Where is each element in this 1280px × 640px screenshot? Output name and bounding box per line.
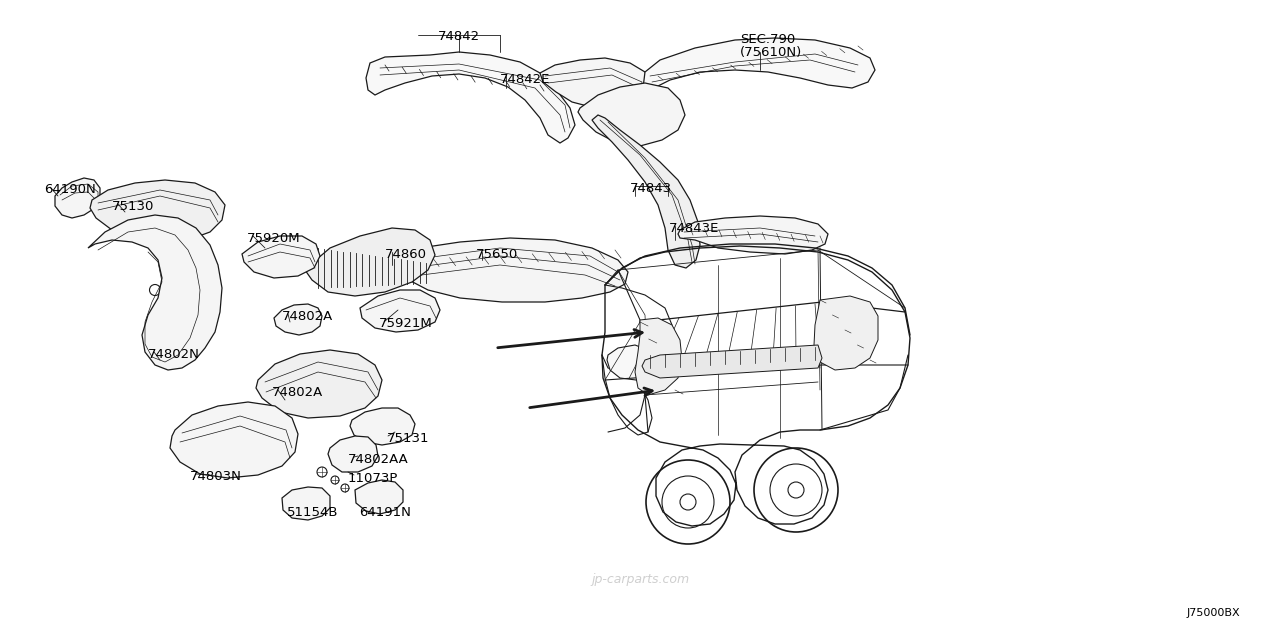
Text: 64190N: 64190N [44,183,96,196]
Text: 74842E: 74842E [500,73,550,86]
Text: 74802AA: 74802AA [348,453,408,466]
Polygon shape [366,52,575,143]
Polygon shape [170,402,298,478]
Polygon shape [360,290,440,332]
Polygon shape [643,345,822,378]
Polygon shape [242,236,320,278]
Text: 74860: 74860 [385,248,428,261]
Text: 74802A: 74802A [273,386,324,399]
Text: 74842: 74842 [438,30,480,43]
Text: 64191N: 64191N [358,506,411,519]
Polygon shape [274,304,323,335]
Polygon shape [90,180,225,243]
Polygon shape [635,318,682,395]
Polygon shape [814,296,878,370]
Polygon shape [328,436,378,472]
Polygon shape [593,115,700,268]
Text: 74802A: 74802A [282,310,333,323]
Polygon shape [88,215,221,370]
Text: 74843E: 74843E [669,222,719,235]
Polygon shape [305,228,435,296]
Text: 75921M: 75921M [379,317,433,330]
Text: SEC.790: SEC.790 [740,33,795,46]
Polygon shape [355,480,403,514]
Text: 75131: 75131 [387,432,430,445]
Text: 75920M: 75920M [247,232,301,245]
Polygon shape [349,408,415,445]
Text: (75610N): (75610N) [740,46,803,59]
Polygon shape [607,345,652,380]
Text: jp-carparts.com: jp-carparts.com [591,573,689,586]
Text: 74843: 74843 [630,182,672,195]
Text: J75000BX: J75000BX [1187,608,1240,618]
Text: 51154B: 51154B [287,506,338,519]
Polygon shape [388,238,628,302]
Text: 75130: 75130 [113,200,155,213]
Text: 74802N: 74802N [148,348,200,361]
Polygon shape [579,83,685,146]
Polygon shape [643,38,876,90]
Text: 74803N: 74803N [189,470,242,483]
Text: 75650: 75650 [476,248,518,261]
Polygon shape [256,350,381,418]
Polygon shape [540,58,650,109]
Polygon shape [282,487,330,520]
Polygon shape [678,216,828,254]
Text: 11073P: 11073P [348,472,398,485]
Polygon shape [55,178,100,218]
